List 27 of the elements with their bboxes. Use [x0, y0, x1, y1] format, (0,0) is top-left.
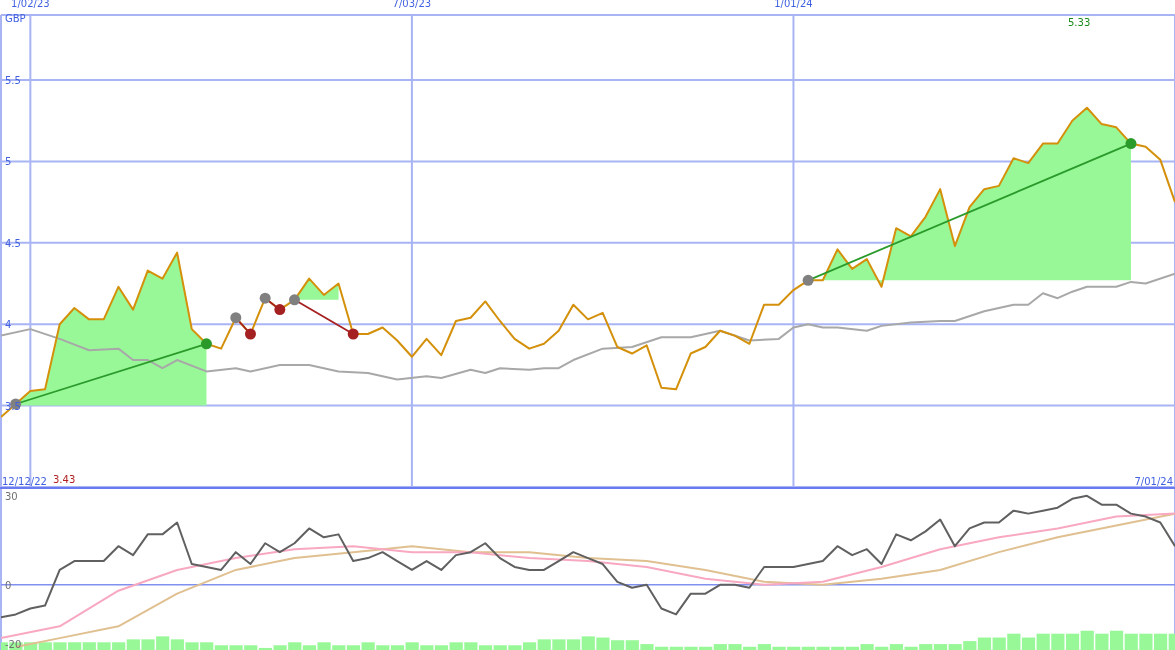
- x-tick-label: 7/03/23: [392, 0, 432, 9]
- bar: [1021, 637, 1036, 650]
- bar: [933, 644, 948, 650]
- annotation: 7/01/24: [1134, 476, 1173, 487]
- bar: [478, 645, 493, 650]
- annotation: 3.43: [53, 474, 76, 485]
- x-tick-label: 1/02/23: [11, 0, 50, 9]
- y-tick-label: 30: [5, 490, 18, 502]
- line-series: [1, 494, 1175, 619]
- bar: [434, 645, 449, 650]
- line-series: [1, 272, 1175, 381]
- y-tick-label: 4.5: [5, 237, 21, 249]
- bar: [889, 644, 904, 650]
- annotation: 5.33: [1068, 17, 1091, 28]
- y-axis-title: GBP: [5, 13, 26, 24]
- bar: [1109, 630, 1124, 650]
- bar: [977, 637, 992, 650]
- bar: [302, 645, 317, 650]
- bar: [346, 645, 361, 650]
- bar: [1065, 633, 1080, 650]
- bar: [390, 645, 405, 650]
- y-tick-label: 4: [5, 319, 12, 331]
- y-tick-label: 5.5: [5, 75, 21, 87]
- bar: [522, 642, 537, 650]
- annotation: 12/12/22: [2, 476, 47, 487]
- y-tick-label: 5: [5, 156, 12, 168]
- x-tick-label: 1/01/24: [774, 0, 813, 9]
